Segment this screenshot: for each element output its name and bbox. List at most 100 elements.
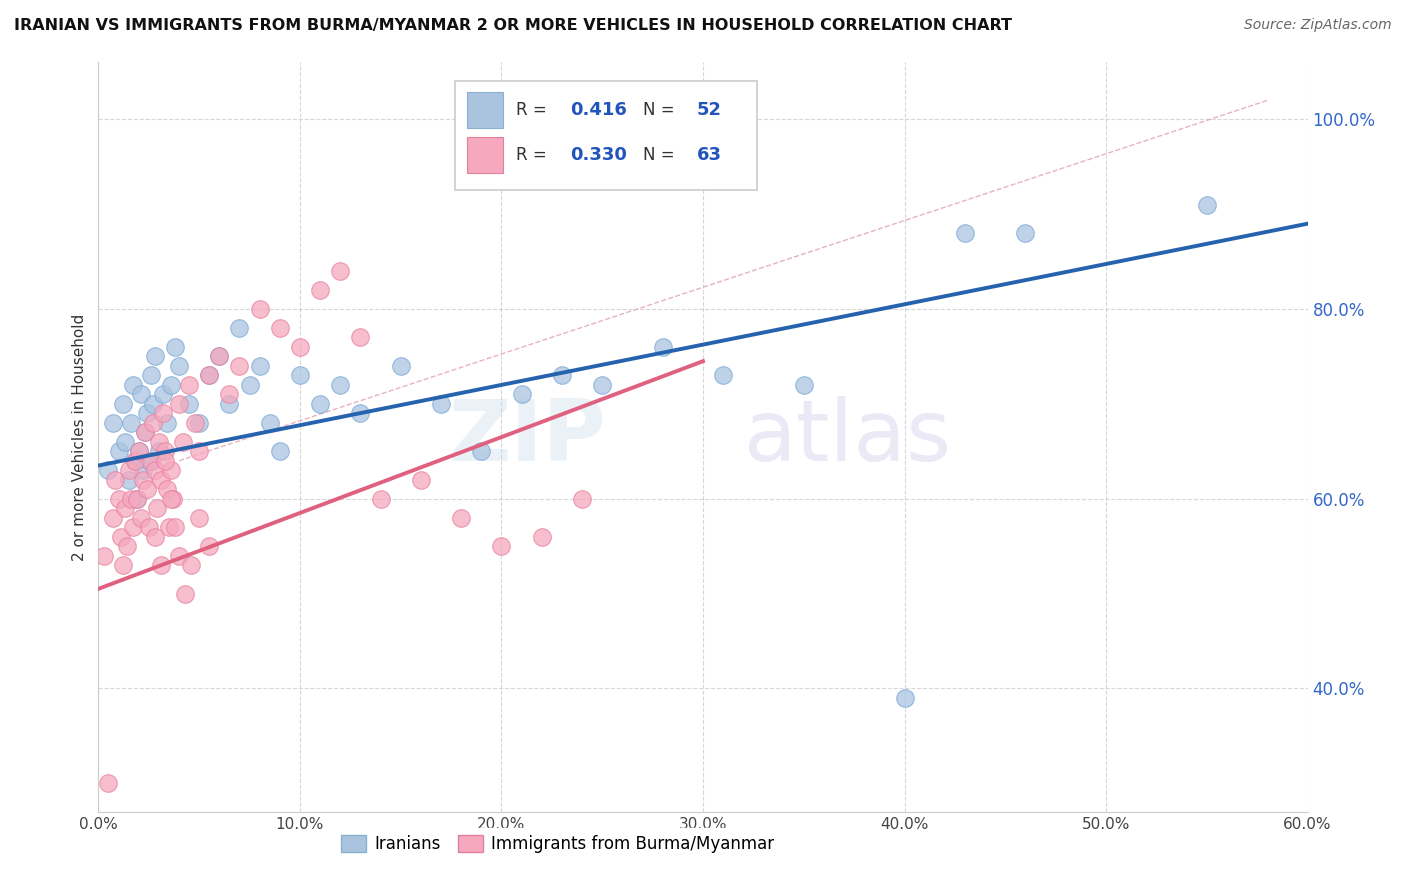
Point [389, 359, 412, 373]
Point [138, 454, 160, 468]
FancyBboxPatch shape [456, 81, 758, 190]
Text: atlas: atlas [744, 395, 952, 479]
Point [129, 510, 152, 524]
Point [208, 350, 231, 364]
Text: N =: N = [643, 146, 679, 164]
Point [162, 491, 184, 506]
Point [249, 359, 271, 373]
Point [174, 586, 197, 600]
Point [114, 434, 136, 449]
Point [793, 378, 815, 392]
Point [143, 530, 166, 544]
Point [188, 510, 211, 524]
Point [198, 368, 221, 383]
Text: R =: R = [516, 146, 551, 164]
Point [135, 482, 157, 496]
Point [163, 340, 186, 354]
Point [110, 530, 132, 544]
Point [409, 473, 432, 487]
Point [114, 501, 136, 516]
Point [146, 501, 169, 516]
Point [167, 397, 190, 411]
Point [288, 340, 311, 354]
Point [148, 444, 170, 458]
Point [128, 444, 150, 458]
Text: 52: 52 [697, 102, 721, 120]
Point [103, 473, 125, 487]
Point [149, 558, 172, 573]
Text: ZIP: ZIP [449, 395, 606, 479]
Text: 0.416: 0.416 [569, 102, 627, 120]
Point [309, 397, 332, 411]
Point [160, 463, 183, 477]
Point [370, 491, 392, 506]
Point [329, 264, 352, 278]
Point [142, 397, 165, 411]
Point [172, 434, 194, 449]
Point [118, 473, 141, 487]
Point [184, 416, 207, 430]
Point [160, 378, 183, 392]
Text: N =: N = [643, 102, 679, 120]
Point [450, 510, 472, 524]
Point [134, 425, 156, 440]
Point [138, 520, 160, 534]
Point [510, 387, 533, 401]
Point [107, 491, 129, 506]
Point [259, 416, 281, 430]
Point [953, 226, 976, 240]
Point [129, 387, 152, 401]
Point [118, 463, 141, 477]
Bar [467, 93, 503, 128]
Point [111, 558, 134, 573]
Point [491, 539, 513, 553]
Point [148, 434, 170, 449]
Point [93, 549, 115, 563]
Point [156, 416, 179, 430]
Point [470, 444, 492, 458]
Point [132, 463, 155, 477]
Point [135, 406, 157, 420]
Point [198, 539, 221, 553]
Point [107, 444, 129, 458]
Text: 63: 63 [697, 146, 721, 164]
Point [218, 397, 240, 411]
Point [349, 406, 371, 420]
Point [163, 520, 186, 534]
Point [180, 558, 202, 573]
Point [288, 368, 311, 383]
Point [143, 350, 166, 364]
Point [121, 520, 143, 534]
Point [179, 397, 201, 411]
Point [188, 444, 211, 458]
Point [239, 378, 262, 392]
Point [711, 368, 734, 383]
Point [228, 321, 250, 335]
Point [591, 378, 613, 392]
Point [125, 491, 148, 506]
Point [139, 454, 162, 468]
Bar [467, 137, 503, 173]
Point [309, 283, 332, 297]
Point [142, 416, 165, 430]
Point [651, 340, 673, 354]
Point [167, 549, 190, 563]
Legend: Iranians, Immigrants from Burma/Myanmar: Iranians, Immigrants from Burma/Myanmar [335, 828, 780, 860]
Point [125, 491, 148, 506]
Point [228, 359, 250, 373]
Point [139, 368, 162, 383]
Point [121, 378, 143, 392]
Point [101, 510, 124, 524]
Point [530, 530, 553, 544]
Point [143, 463, 166, 477]
Point [153, 444, 176, 458]
Point [269, 444, 291, 458]
Point [269, 321, 291, 335]
Point [160, 491, 183, 506]
Point [152, 406, 174, 420]
Point [120, 491, 142, 506]
Point [571, 491, 593, 506]
Point [1195, 197, 1218, 211]
Point [120, 416, 142, 430]
Text: 0.330: 0.330 [569, 146, 627, 164]
